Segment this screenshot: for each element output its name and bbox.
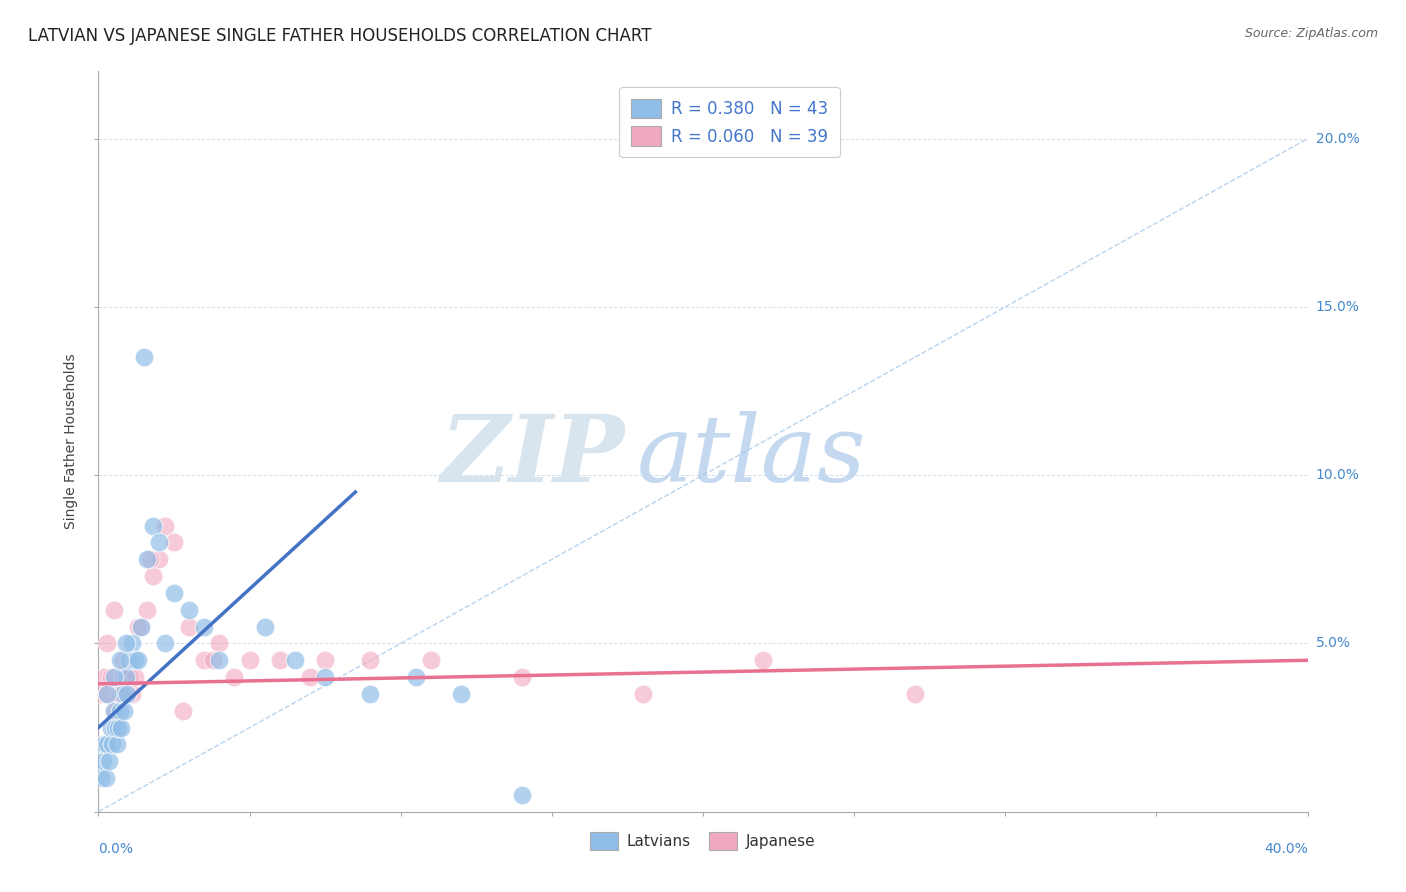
Point	[239, 653, 262, 667]
Point	[103, 704, 125, 718]
Point	[284, 653, 307, 667]
Point	[108, 704, 131, 718]
Point	[100, 721, 122, 735]
Text: 0.0%: 0.0%	[98, 842, 134, 856]
Point	[148, 552, 170, 566]
Point	[105, 687, 128, 701]
Text: 10.0%: 10.0%	[1316, 468, 1360, 483]
Point	[108, 687, 131, 701]
Point	[163, 586, 186, 600]
Point	[208, 636, 231, 650]
Point	[111, 687, 134, 701]
Point	[110, 721, 132, 735]
Point	[91, 754, 114, 768]
Point	[153, 636, 176, 650]
Point	[111, 653, 134, 667]
Point	[103, 704, 125, 718]
Text: atlas: atlas	[637, 411, 866, 501]
Point	[420, 653, 443, 667]
Point	[139, 552, 162, 566]
Point	[114, 670, 136, 684]
Point	[269, 653, 291, 667]
Point	[101, 738, 124, 752]
Point	[124, 653, 146, 667]
Point	[314, 670, 336, 684]
Point	[124, 670, 146, 684]
Point	[96, 687, 118, 701]
Point	[103, 603, 125, 617]
Point	[112, 704, 135, 718]
Point	[90, 687, 112, 701]
Point	[360, 687, 382, 701]
Point	[121, 636, 143, 650]
Point	[129, 619, 152, 633]
Text: ZIP: ZIP	[440, 411, 624, 501]
Point	[114, 636, 136, 650]
Point	[118, 670, 141, 684]
Point	[96, 636, 118, 650]
Point	[93, 738, 115, 752]
Point	[904, 687, 927, 701]
Point	[179, 603, 201, 617]
Legend: Latvians, Japanese: Latvians, Japanese	[583, 826, 823, 856]
Point	[314, 653, 336, 667]
Y-axis label: Single Father Households: Single Father Households	[65, 354, 79, 529]
Point	[135, 603, 157, 617]
Point	[153, 518, 176, 533]
Point	[142, 569, 165, 583]
Point	[202, 653, 225, 667]
Point	[360, 653, 382, 667]
Point	[179, 619, 201, 633]
Text: 5.0%: 5.0%	[1316, 637, 1351, 650]
Point	[208, 653, 231, 667]
Point	[98, 754, 121, 768]
Point	[114, 687, 136, 701]
Point	[105, 738, 128, 752]
Point	[631, 687, 654, 701]
Point	[107, 721, 129, 735]
Point	[104, 721, 127, 735]
Point	[172, 704, 194, 718]
Text: 20.0%: 20.0%	[1316, 132, 1360, 145]
Point	[94, 771, 117, 785]
Point	[510, 670, 533, 684]
Point	[115, 687, 138, 701]
Point	[224, 670, 246, 684]
Point	[129, 619, 152, 633]
Text: LATVIAN VS JAPANESE SINGLE FATHER HOUSEHOLDS CORRELATION CHART: LATVIAN VS JAPANESE SINGLE FATHER HOUSEH…	[28, 27, 651, 45]
Point	[100, 670, 122, 684]
Point	[405, 670, 427, 684]
Point	[96, 687, 118, 701]
Point	[118, 653, 141, 667]
Text: 15.0%: 15.0%	[1316, 300, 1360, 314]
Point	[299, 670, 322, 684]
Point	[148, 535, 170, 549]
Text: Source: ZipAtlas.com: Source: ZipAtlas.com	[1244, 27, 1378, 40]
Point	[93, 670, 115, 684]
Point	[108, 653, 131, 667]
Point	[142, 518, 165, 533]
Point	[193, 653, 215, 667]
Point	[135, 552, 157, 566]
Point	[163, 535, 186, 549]
Point	[111, 670, 134, 684]
Point	[121, 687, 143, 701]
Point	[193, 619, 215, 633]
Text: 40.0%: 40.0%	[1264, 842, 1308, 856]
Point	[96, 738, 118, 752]
Point	[450, 687, 472, 701]
Point	[253, 619, 276, 633]
Point	[127, 619, 149, 633]
Point	[752, 653, 775, 667]
Point	[127, 653, 149, 667]
Point	[132, 351, 155, 365]
Point	[510, 788, 533, 802]
Point	[90, 771, 112, 785]
Point	[103, 670, 125, 684]
